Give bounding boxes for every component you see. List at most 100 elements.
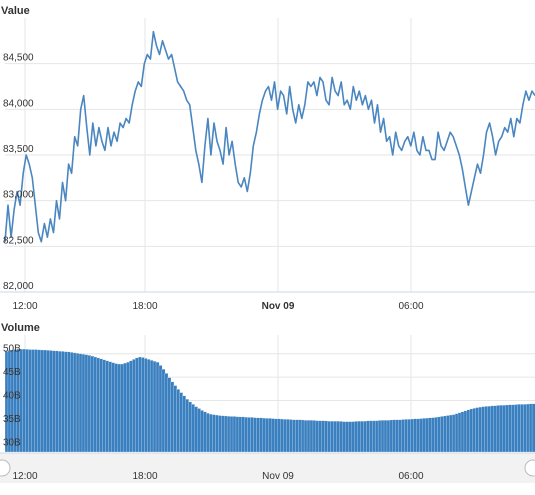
volume-bar bbox=[34, 349, 38, 453]
volume-bar bbox=[437, 416, 441, 453]
volume-bar bbox=[508, 404, 512, 453]
volume-bar bbox=[298, 419, 302, 453]
volume-bar bbox=[392, 419, 397, 453]
volume-bar bbox=[164, 373, 169, 453]
volume-bar bbox=[271, 418, 275, 453]
volume-bar bbox=[215, 414, 219, 453]
volume-bar bbox=[132, 359, 136, 453]
volume-bar bbox=[78, 353, 83, 453]
navigator-band bbox=[0, 453, 535, 483]
volume-bar bbox=[37, 349, 41, 453]
volume-bar bbox=[372, 420, 376, 453]
volume-bar bbox=[389, 419, 394, 453]
volume-bar bbox=[380, 420, 385, 453]
volume-bar bbox=[229, 416, 234, 453]
volume-bar bbox=[81, 354, 86, 453]
volume-bar bbox=[155, 362, 160, 453]
volume-bar bbox=[170, 381, 175, 453]
volume-bar bbox=[460, 411, 465, 453]
volume-bar bbox=[357, 420, 361, 453]
volume-bar bbox=[446, 415, 450, 453]
volume-bar bbox=[434, 417, 438, 453]
volume-bar bbox=[40, 349, 44, 453]
volume-bar bbox=[454, 413, 459, 453]
volume-bar bbox=[129, 360, 133, 453]
volume-bar bbox=[333, 420, 337, 453]
volume-bar bbox=[221, 415, 225, 453]
volume-bar bbox=[502, 405, 506, 453]
volume-bar bbox=[309, 420, 314, 453]
volume-y-tick-label: 30B bbox=[3, 437, 21, 448]
volume-bar bbox=[292, 419, 296, 453]
volume-y-tick-label: 35B bbox=[3, 414, 21, 425]
value-y-tick-label: 84,500 bbox=[3, 53, 34, 64]
volume-bar bbox=[443, 415, 447, 453]
volume-bar bbox=[212, 414, 216, 453]
value-x-tick-label: 12:00 bbox=[12, 301, 37, 312]
volume-bar bbox=[265, 418, 269, 453]
volume-bar bbox=[348, 421, 352, 453]
volume-bar bbox=[484, 406, 488, 453]
volume-y-tick-label: 40B bbox=[3, 391, 21, 402]
volume-bar bbox=[277, 418, 281, 453]
volume-bar bbox=[43, 349, 47, 453]
volume-x-tick-label: 12:00 bbox=[12, 471, 37, 482]
volume-bar bbox=[161, 369, 166, 453]
volume-bar bbox=[144, 358, 148, 453]
volume-bar bbox=[496, 405, 500, 453]
volume-bar bbox=[96, 357, 101, 453]
volume-bar bbox=[324, 420, 329, 453]
value-y-tick-label: 82,500 bbox=[3, 235, 34, 246]
volume-bar bbox=[283, 419, 287, 453]
volume-bar bbox=[120, 363, 124, 453]
volume-bar bbox=[398, 419, 403, 453]
navigator-right-handle[interactable] bbox=[524, 459, 535, 477]
volume-bar bbox=[173, 385, 178, 453]
volume-bar bbox=[146, 359, 151, 453]
volume-bar bbox=[487, 406, 491, 453]
volume-bar bbox=[339, 421, 343, 453]
volume-bar bbox=[179, 392, 183, 453]
volume-bar bbox=[525, 403, 530, 453]
value-panel-title: Value bbox=[1, 5, 30, 17]
volume-bar bbox=[280, 418, 284, 453]
volume-bar bbox=[523, 404, 527, 453]
value-y-tick-label: 84,000 bbox=[3, 98, 34, 109]
volume-bar bbox=[306, 420, 311, 453]
volume-bar bbox=[505, 404, 509, 453]
value-x-tick-label: Nov 09 bbox=[262, 301, 295, 312]
volume-bar bbox=[469, 408, 474, 453]
volume-bar bbox=[84, 354, 89, 453]
volume-bar bbox=[401, 419, 406, 453]
volume-bar bbox=[377, 420, 382, 453]
volume-bar bbox=[499, 405, 503, 453]
navigator-left-handle[interactable] bbox=[0, 459, 11, 477]
volume-x-tick-label: Nov 09 bbox=[262, 471, 294, 482]
volume-bar bbox=[61, 351, 65, 453]
volume-bar bbox=[93, 356, 98, 453]
volume-bar bbox=[241, 416, 246, 453]
volume-bar bbox=[490, 405, 494, 453]
volume-bar bbox=[253, 417, 258, 453]
volume-bar bbox=[428, 417, 432, 453]
volume-bar bbox=[102, 359, 106, 453]
volume-panel-title: Volume bbox=[1, 322, 40, 334]
volume-bar bbox=[404, 419, 409, 453]
volume-bar bbox=[191, 404, 195, 453]
volume-x-tick-label: 18:00 bbox=[132, 471, 157, 482]
volume-bar bbox=[117, 363, 121, 453]
volume-bar bbox=[262, 417, 266, 453]
volume-bar bbox=[238, 416, 243, 453]
volume-bar bbox=[152, 361, 157, 453]
volume-bar bbox=[345, 421, 349, 453]
volume-bar bbox=[58, 351, 62, 453]
volume-bar bbox=[514, 404, 518, 453]
volume-bar bbox=[250, 417, 255, 453]
volume-bar bbox=[75, 353, 80, 453]
value-y-tick-label: 83,500 bbox=[3, 144, 34, 155]
volume-bar bbox=[90, 355, 95, 453]
volume-bar bbox=[218, 415, 222, 453]
volume-bar bbox=[354, 421, 358, 453]
volume-bar bbox=[475, 407, 480, 453]
volume-bar bbox=[466, 409, 471, 453]
